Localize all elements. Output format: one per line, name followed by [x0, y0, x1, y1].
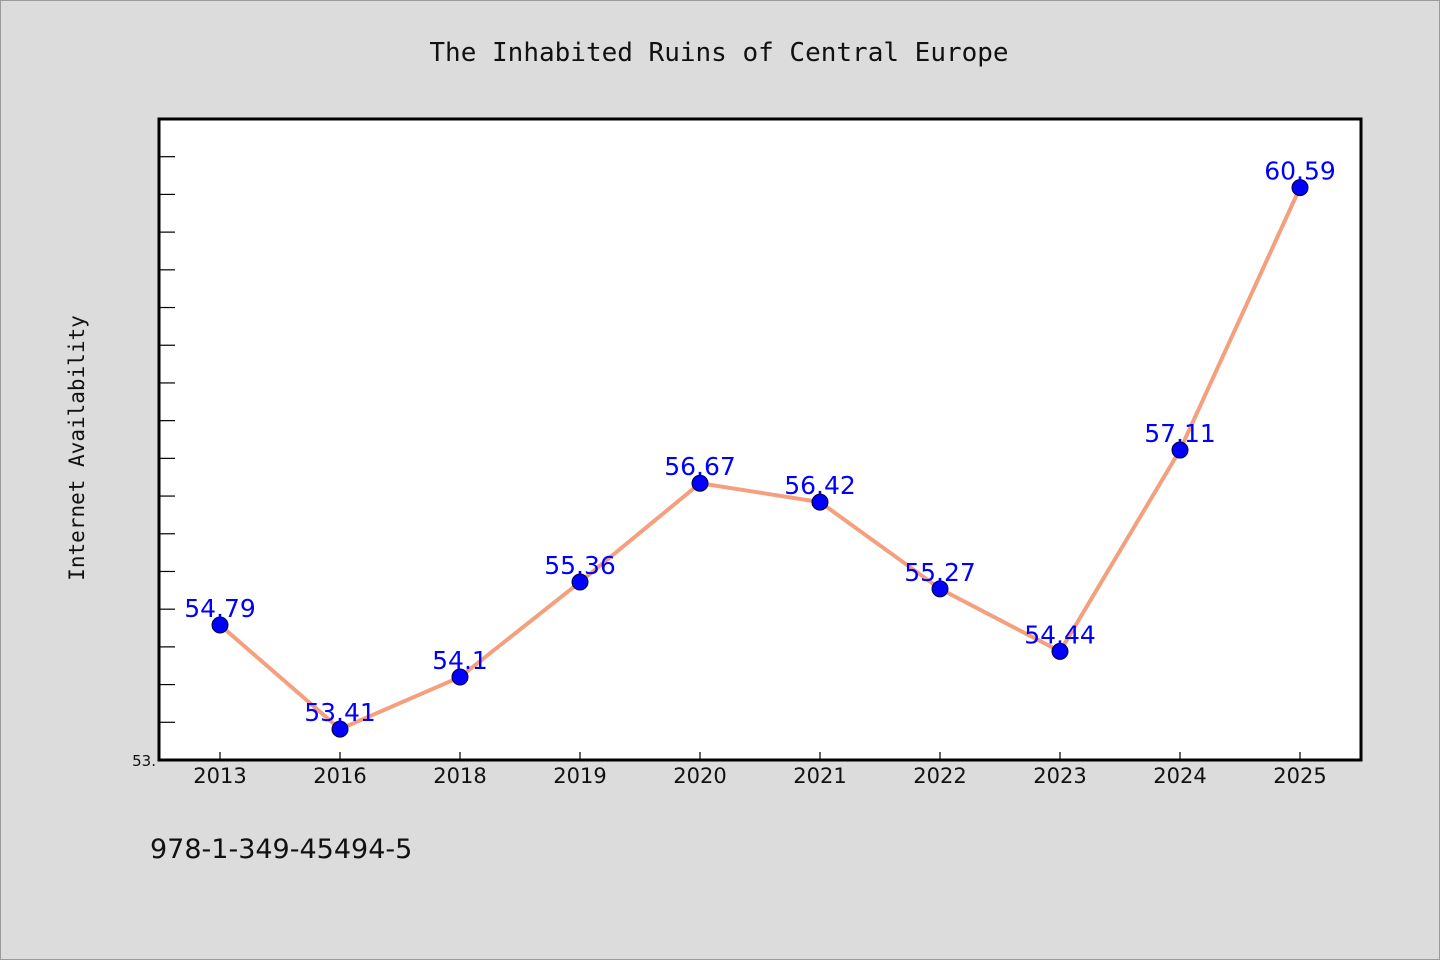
x-tick-label: 2018	[433, 764, 486, 788]
y-tick-label: 53.	[132, 752, 156, 770]
x-tick-label: 2020	[673, 764, 726, 788]
data-point	[1051, 642, 1069, 660]
data-label: 54.79	[184, 594, 256, 623]
isbn-footnote: 978-1-349-45494-5	[150, 834, 413, 865]
series-markers	[211, 179, 1309, 738]
data-labels: 54.79 53.41 54.1 55.36 56.67 56.42 55.27 54.44 5…	[184, 157, 1336, 727]
data-label: 56.67	[664, 452, 736, 481]
data-label: 60.59	[1264, 157, 1336, 186]
y-axis-ticks: 53.	[132, 156, 175, 770]
data-label: 53.41	[304, 698, 376, 727]
x-axis-ticks: 2013 2016 2018 2019 2020 2021 2022 2023 2024 2025	[193, 752, 1327, 788]
series-line	[218, 186, 1302, 732]
x-tick-label: 2019	[553, 764, 606, 788]
y-axis-label: Internet Availability	[65, 315, 89, 581]
data-label: 54.44	[1024, 620, 1096, 649]
data-label: 56.42	[784, 471, 856, 500]
x-tick-label: 2013	[193, 764, 246, 788]
data-point	[451, 668, 469, 686]
data-point	[331, 720, 349, 738]
x-tick-label: 2021	[793, 764, 846, 788]
series-line-group	[218, 186, 1302, 732]
data-label: 55.27	[904, 558, 976, 587]
chart-title: The Inhabited Ruins of Central Europe	[429, 38, 1008, 68]
data-label: 55.36	[544, 551, 616, 580]
data-label: 57.11	[1144, 419, 1216, 448]
x-tick-label: 2023	[1033, 764, 1086, 788]
x-tick-label: 2025	[1273, 764, 1326, 788]
x-tick-label: 2016	[313, 764, 366, 788]
x-tick-label: 2022	[913, 764, 966, 788]
data-point	[811, 493, 829, 511]
data-point	[1291, 179, 1309, 197]
data-point	[211, 616, 229, 634]
data-label: 54.1	[432, 646, 488, 675]
data-point	[691, 474, 709, 492]
data-point	[1171, 441, 1189, 459]
x-tick-label: 2024	[1153, 764, 1206, 788]
plot-area	[157, 117, 1363, 762]
data-point	[571, 573, 589, 591]
data-point	[931, 580, 949, 598]
